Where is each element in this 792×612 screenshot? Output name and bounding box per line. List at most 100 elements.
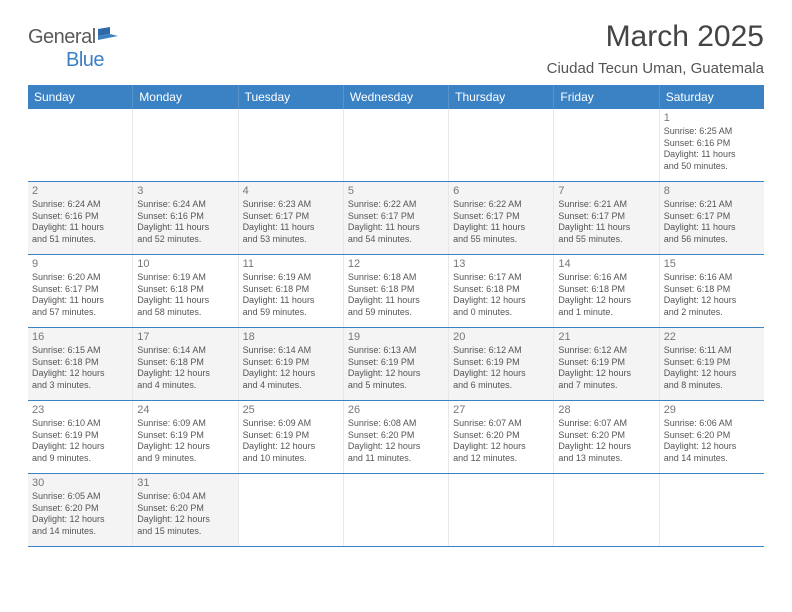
- day-info-line: Sunrise: 6:14 AM: [137, 345, 233, 357]
- day-number: 22: [664, 330, 760, 344]
- day-info-line: Sunrise: 6:14 AM: [243, 345, 339, 357]
- logo-flag-icon: [98, 26, 120, 49]
- day-info-line: and 9 minutes.: [137, 453, 233, 465]
- day-number: 21: [558, 330, 654, 344]
- day-info-line: Daylight: 12 hours: [243, 441, 339, 453]
- day-cell: 7Sunrise: 6:21 AMSunset: 6:17 PMDaylight…: [554, 182, 659, 254]
- day-info-line: Sunrise: 6:13 AM: [348, 345, 444, 357]
- day-info-line: Daylight: 12 hours: [453, 368, 549, 380]
- day-info-line: Daylight: 11 hours: [243, 295, 339, 307]
- day-info-line: Daylight: 11 hours: [558, 222, 654, 234]
- day-number: 5: [348, 184, 444, 198]
- day-number: 11: [243, 257, 339, 271]
- day-info-line: Sunset: 6:19 PM: [137, 430, 233, 442]
- day-cell: 15Sunrise: 6:16 AMSunset: 6:18 PMDayligh…: [660, 255, 764, 327]
- day-info-line: Sunrise: 6:22 AM: [348, 199, 444, 211]
- day-info-line: Daylight: 11 hours: [664, 222, 760, 234]
- day-cell: 12Sunrise: 6:18 AMSunset: 6:18 PMDayligh…: [344, 255, 449, 327]
- day-info-line: Sunset: 6:18 PM: [137, 357, 233, 369]
- day-cell: 31Sunrise: 6:04 AMSunset: 6:20 PMDayligh…: [133, 474, 238, 546]
- week-row: 23Sunrise: 6:10 AMSunset: 6:19 PMDayligh…: [28, 401, 764, 474]
- day-info-line: Sunset: 6:19 PM: [664, 357, 760, 369]
- day-info-line: Sunrise: 6:05 AM: [32, 491, 128, 503]
- day-info-line: and 2 minutes.: [664, 307, 760, 319]
- day-info-line: Daylight: 12 hours: [558, 295, 654, 307]
- day-info-line: Daylight: 12 hours: [348, 441, 444, 453]
- day-info-line: Daylight: 12 hours: [558, 368, 654, 380]
- day-cell-blank: [344, 109, 449, 181]
- day-cell: 19Sunrise: 6:13 AMSunset: 6:19 PMDayligh…: [344, 328, 449, 400]
- day-cell: 14Sunrise: 6:16 AMSunset: 6:18 PMDayligh…: [554, 255, 659, 327]
- day-info-line: and 4 minutes.: [243, 380, 339, 392]
- day-info-line: Daylight: 11 hours: [32, 222, 128, 234]
- day-info-line: Sunrise: 6:12 AM: [558, 345, 654, 357]
- day-number: 30: [32, 476, 128, 490]
- day-info-line: and 57 minutes.: [32, 307, 128, 319]
- day-number: 29: [664, 403, 760, 417]
- day-info-line: Sunrise: 6:23 AM: [243, 199, 339, 211]
- day-cell-blank: [28, 109, 133, 181]
- title-block: March 2025 Ciudad Tecun Uman, Guatemala: [547, 20, 764, 77]
- day-info-line: Sunrise: 6:19 AM: [243, 272, 339, 284]
- page-header: General Blue March 2025 Ciudad Tecun Uma…: [28, 20, 764, 77]
- day-info-line: Sunset: 6:18 PM: [664, 284, 760, 296]
- day-info-line: and 14 minutes.: [32, 526, 128, 538]
- day-info-line: Sunset: 6:19 PM: [32, 430, 128, 442]
- day-number: 25: [243, 403, 339, 417]
- day-info-line: Sunset: 6:18 PM: [453, 284, 549, 296]
- day-cell-blank: [449, 109, 554, 181]
- day-info-line: Sunrise: 6:20 AM: [32, 272, 128, 284]
- day-number: 20: [453, 330, 549, 344]
- week-row: 1Sunrise: 6:25 AMSunset: 6:16 PMDaylight…: [28, 109, 764, 182]
- day-info-line: Sunrise: 6:18 AM: [348, 272, 444, 284]
- day-info-line: Sunset: 6:16 PM: [664, 138, 760, 150]
- day-number: 12: [348, 257, 444, 271]
- day-info-line: and 4 minutes.: [137, 380, 233, 392]
- day-cell-blank: [449, 474, 554, 546]
- day-info-line: Sunset: 6:16 PM: [32, 211, 128, 223]
- weeks-container: 1Sunrise: 6:25 AMSunset: 6:16 PMDaylight…: [28, 109, 764, 547]
- day-number: 26: [348, 403, 444, 417]
- day-info-line: Sunset: 6:19 PM: [243, 357, 339, 369]
- calendar-grid: Sunday Monday Tuesday Wednesday Thursday…: [28, 85, 764, 547]
- day-info-line: Sunset: 6:18 PM: [32, 357, 128, 369]
- day-info-line: and 9 minutes.: [32, 453, 128, 465]
- day-info-line: Sunset: 6:20 PM: [558, 430, 654, 442]
- day-info-line: Daylight: 11 hours: [348, 295, 444, 307]
- day-info-line: Sunset: 6:18 PM: [137, 284, 233, 296]
- day-number: 8: [664, 184, 760, 198]
- day-info-line: and 55 minutes.: [453, 234, 549, 246]
- day-info-line: Daylight: 11 hours: [137, 295, 233, 307]
- day-cell: 24Sunrise: 6:09 AMSunset: 6:19 PMDayligh…: [133, 401, 238, 473]
- day-info-line: Sunset: 6:20 PM: [664, 430, 760, 442]
- day-info-line: and 11 minutes.: [348, 453, 444, 465]
- day-info-line: and 56 minutes.: [664, 234, 760, 246]
- day-info-line: and 5 minutes.: [348, 380, 444, 392]
- day-info-line: Sunset: 6:20 PM: [453, 430, 549, 442]
- day-info-line: Sunrise: 6:16 AM: [664, 272, 760, 284]
- day-number: 9: [32, 257, 128, 271]
- day-info-line: and 51 minutes.: [32, 234, 128, 246]
- day-number: 15: [664, 257, 760, 271]
- day-info-line: and 7 minutes.: [558, 380, 654, 392]
- week-row: 2Sunrise: 6:24 AMSunset: 6:16 PMDaylight…: [28, 182, 764, 255]
- day-info-line: Sunset: 6:20 PM: [348, 430, 444, 442]
- day-info-line: and 55 minutes.: [558, 234, 654, 246]
- logo-text: General Blue: [28, 26, 120, 72]
- day-info-line: and 58 minutes.: [137, 307, 233, 319]
- day-cell: 28Sunrise: 6:07 AMSunset: 6:20 PMDayligh…: [554, 401, 659, 473]
- day-info-line: Sunrise: 6:10 AM: [32, 418, 128, 430]
- day-cell: 2Sunrise: 6:24 AMSunset: 6:16 PMDaylight…: [28, 182, 133, 254]
- day-info-line: and 3 minutes.: [32, 380, 128, 392]
- weekday-monday: Monday: [133, 85, 238, 109]
- week-row: 16Sunrise: 6:15 AMSunset: 6:18 PMDayligh…: [28, 328, 764, 401]
- day-number: 23: [32, 403, 128, 417]
- day-info-line: Sunrise: 6:22 AM: [453, 199, 549, 211]
- day-cell: 17Sunrise: 6:14 AMSunset: 6:18 PMDayligh…: [133, 328, 238, 400]
- day-info-line: Sunrise: 6:09 AM: [137, 418, 233, 430]
- day-info-line: Daylight: 12 hours: [664, 441, 760, 453]
- day-cell: 29Sunrise: 6:06 AMSunset: 6:20 PMDayligh…: [660, 401, 764, 473]
- day-info-line: Sunrise: 6:21 AM: [664, 199, 760, 211]
- day-info-line: Sunrise: 6:17 AM: [453, 272, 549, 284]
- day-info-line: and 13 minutes.: [558, 453, 654, 465]
